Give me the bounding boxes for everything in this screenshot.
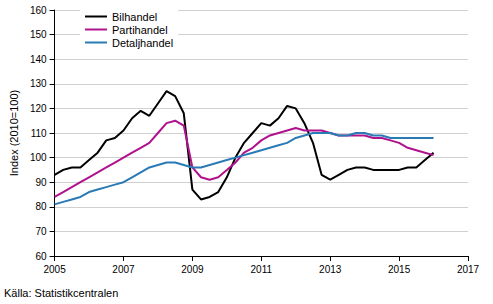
- svg-text:90: 90: [35, 177, 47, 188]
- svg-text:150: 150: [30, 29, 47, 40]
- svg-text:2011: 2011: [251, 264, 273, 275]
- svg-text:140: 140: [30, 54, 47, 65]
- svg-text:Index (2010=100): Index (2010=100): [8, 90, 20, 177]
- svg-text:2005: 2005: [43, 264, 66, 275]
- svg-text:100: 100: [30, 152, 47, 163]
- svg-text:Bilhandel: Bilhandel: [112, 11, 157, 23]
- svg-text:110: 110: [31, 128, 47, 139]
- svg-text:130: 130: [30, 78, 47, 89]
- svg-text:Detaljhandel: Detaljhandel: [112, 37, 173, 49]
- svg-text:2017: 2017: [457, 264, 480, 275]
- svg-text:160: 160: [30, 5, 47, 16]
- svg-text:80: 80: [35, 201, 47, 212]
- svg-text:2015: 2015: [388, 264, 411, 275]
- svg-text:Partihandel: Partihandel: [112, 24, 168, 36]
- svg-text:2007: 2007: [112, 264, 135, 275]
- svg-text:2009: 2009: [181, 264, 204, 275]
- svg-text:2013: 2013: [319, 264, 342, 275]
- svg-text:60: 60: [35, 251, 47, 262]
- svg-text:70: 70: [35, 226, 47, 237]
- svg-text:Källa: Statistikcentralen: Källa: Statistikcentralen: [4, 287, 118, 299]
- svg-text:120: 120: [30, 103, 47, 114]
